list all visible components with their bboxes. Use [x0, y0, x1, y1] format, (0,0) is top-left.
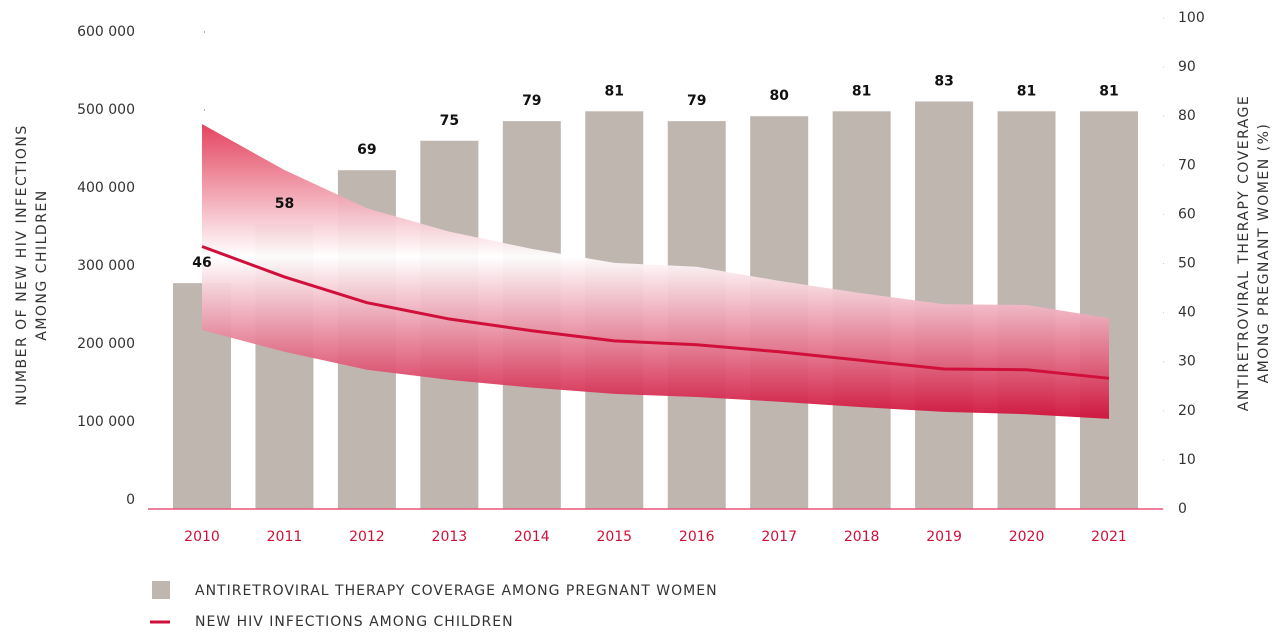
y-tick-label: 0 — [126, 492, 135, 508]
x-tick-label: 2020 — [1009, 529, 1045, 545]
data-label: 80 — [769, 88, 789, 104]
y2-tick-label: 50 — [1178, 256, 1196, 272]
y2-tick-label: 20 — [1178, 403, 1196, 419]
x-tick-label: 2017 — [761, 529, 797, 545]
x-tick-label: 2015 — [596, 529, 632, 545]
x-tick-label: 2013 — [432, 529, 468, 545]
data-label: 83 — [934, 73, 953, 89]
x-tick-label: 2021 — [1091, 529, 1127, 545]
y-axis-label-line: AMONG CHILDREN — [34, 189, 50, 341]
y2-tick-label: 40 — [1178, 305, 1196, 321]
data-label: 75 — [440, 113, 459, 129]
y2-axis-label-line: AMONG PREGNANT WOMEN (%) — [1256, 123, 1272, 384]
y-tick-label: 400 000 — [77, 180, 135, 196]
y2-axis-label-line: ANTIRETROVIRAL THERAPY COVERAGE — [1236, 95, 1252, 412]
y-tick-label: 600 000 — [77, 24, 135, 40]
data-label: 79 — [687, 93, 706, 109]
x-tick-label: 2011 — [267, 529, 303, 545]
y-tick-label: 300 000 — [77, 258, 135, 274]
x-tick-label: 2012 — [349, 529, 385, 545]
y-axis-label: NUMBER OF NEW HIV INFECTIONS AMONG CHILDR… — [14, 124, 50, 406]
data-label: 81 — [1017, 83, 1036, 99]
y2-tick-label: 70 — [1178, 157, 1196, 173]
legend-swatch — [152, 581, 170, 599]
y2-tick-label: 80 — [1178, 108, 1196, 124]
data-label: 46 — [192, 255, 211, 271]
y-tick-label: 200 000 — [77, 336, 135, 352]
y-tick-label: 100 000 — [77, 414, 135, 430]
y2-tick-label: 30 — [1178, 354, 1196, 370]
data-label: 79 — [522, 93, 541, 109]
x-tick-label: 2014 — [514, 529, 550, 545]
y2-tick-label: 0 — [1178, 501, 1187, 517]
y2-axis-label: ANTIRETROVIRAL THERAPY COVERAGE AMONG PRE… — [1236, 95, 1272, 412]
y-tick-label: 500 000 — [77, 102, 135, 118]
y2-tick-label: 60 — [1178, 206, 1196, 222]
data-label: 81 — [1099, 83, 1118, 99]
data-label: 81 — [852, 83, 871, 99]
y2-tick-label: 90 — [1178, 59, 1196, 75]
legend-label: ANTIRETROVIRAL THERAPY COVERAGE AMONG PR… — [195, 583, 718, 599]
data-label: 81 — [605, 83, 624, 99]
uncertainty-band — [202, 124, 1109, 419]
x-tick-label: 2018 — [844, 529, 880, 545]
y2-tick-label: 10 — [1178, 452, 1196, 468]
data-label: 58 — [275, 196, 294, 212]
line — [201, 245, 1110, 380]
legend-label: NEW HIV INFECTIONS AMONG CHILDREN — [195, 614, 514, 630]
y-axis-label-line: NUMBER OF NEW HIV INFECTIONS — [14, 124, 30, 406]
legend: ANTIRETROVIRAL THERAPY COVERAGE AMONG PR… — [150, 581, 718, 630]
x-tick-label: 2010 — [184, 529, 220, 545]
x-tick-label: 2019 — [926, 529, 962, 545]
bar — [1080, 111, 1138, 509]
y2-tick-label: 100 — [1178, 10, 1205, 26]
x-tick-label: 2016 — [679, 529, 715, 545]
data-label: 69 — [357, 142, 376, 158]
